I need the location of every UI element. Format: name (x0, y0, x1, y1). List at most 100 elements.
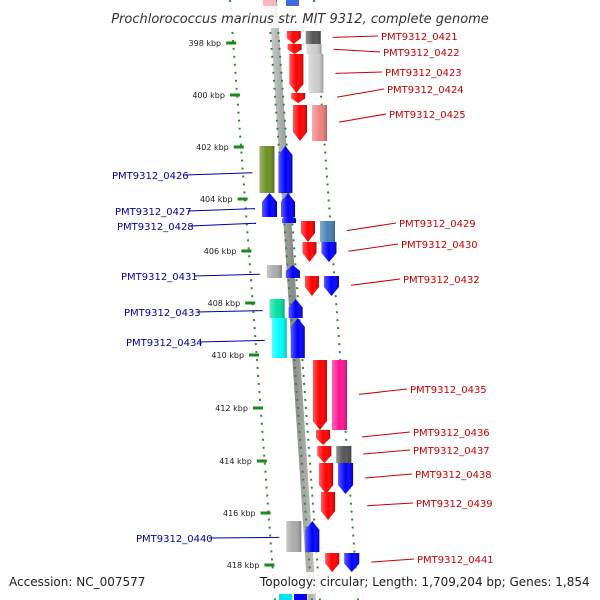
gene-pmt9312_0421[interactable] (286, 31, 321, 44)
gene-features (259, 0, 360, 600)
category-block-shade (306, 44, 322, 54)
gene-label[interactable]: PMT9312_0424 (387, 85, 464, 96)
gene-label[interactable]: PMT9312_0434 (126, 338, 203, 349)
category-block-shade (331, 360, 347, 430)
gene-label[interactable]: PMT9312_0425 (389, 110, 466, 121)
gene-pmt9312_0430[interactable] (302, 242, 337, 262)
leader-line (196, 310, 263, 313)
strand-arrow-shade (317, 446, 332, 463)
strand-arrow-shade (281, 193, 296, 217)
leader-line (333, 48, 381, 53)
gene-label[interactable]: PMT9312_0422 (383, 48, 460, 59)
gene-label[interactable]: PMT9312_0437 (413, 446, 490, 457)
strand-arrow-shade (300, 221, 315, 242)
gene-pmt9312_0437[interactable] (317, 446, 352, 463)
scale-tick-label: 402 kbp (196, 143, 229, 152)
strand-arrow-shade (278, 146, 293, 193)
gene-pmt9312_0429[interactable] (300, 221, 335, 242)
gene-label[interactable]: PMT9312_0436 (413, 428, 490, 439)
gene-pmt9312_0436[interactable] (316, 430, 331, 445)
scale-tick-label: 400 kbp (192, 91, 225, 100)
leader-line (187, 208, 256, 212)
category-block-shade (271, 318, 287, 358)
strand-arrow-shade (321, 492, 336, 520)
leader-line (358, 388, 408, 395)
gene-pmt9312_0438[interactable] (319, 463, 354, 494)
strand-arrow-shade (290, 318, 305, 358)
leader-line (337, 88, 385, 98)
category-block-shade (259, 146, 275, 193)
gene-pmt9312_0423[interactable] (289, 54, 324, 93)
gene-label[interactable]: PMT9312_0438 (415, 470, 492, 481)
gene-fragment (279, 594, 292, 600)
gene-label[interactable]: PMT9312_0427 (115, 207, 192, 218)
gene-pmt9312_0427[interactable] (262, 193, 296, 217)
scale-tick-label: 418 kbp (227, 561, 260, 570)
genome-summary-text: Topology: circular; Length: 1,709,204 bp… (259, 575, 590, 589)
scale-tick-label: 410 kbp (211, 351, 244, 360)
gene-label[interactable]: PMT9312_0441 (417, 555, 494, 566)
strand-arrow-shade (302, 242, 317, 262)
category-block-shade (319, 221, 335, 242)
gene-label[interactable]: PMT9312_0430 (401, 240, 478, 251)
gene-pmt9312_0440[interactable] (286, 521, 320, 552)
scale-tick-label: 412 kbp (215, 404, 248, 413)
strand-arrow-shade (305, 521, 320, 552)
leader-line (348, 243, 399, 252)
gene-fragment (294, 594, 307, 600)
gene-pmt9312_0431[interactable] (266, 265, 300, 278)
leader-line (346, 222, 397, 232)
leader-line (367, 502, 414, 507)
scale-tick-label: 404 kbp (200, 195, 233, 204)
category-block-shade (308, 54, 324, 93)
scale-tick-label: 416 kbp (223, 509, 256, 518)
gene-pmt9312_0428[interactable] (282, 215, 297, 223)
gene-pmt9312_0426[interactable] (259, 146, 293, 193)
category-block-shade (305, 31, 321, 44)
category-block-shade (269, 299, 285, 318)
gene-label[interactable]: PMT9312_0431 (121, 272, 198, 283)
strand-arrow-shade (293, 105, 308, 141)
category-block-shade (262, 193, 278, 217)
gene-labels: PMT9312_0421 PMT9312_0422 PMT9312_0423 PMT9… (112, 32, 494, 566)
leader-line (335, 71, 383, 74)
gene-pmt9312_0434[interactable] (271, 318, 305, 358)
strand-arrow-shade (312, 360, 327, 430)
gene-label[interactable]: PMT9312_0435 (410, 385, 487, 396)
gene-pmt9312_0441[interactable] (325, 553, 360, 572)
leader-line (363, 449, 411, 455)
category-block-shade (266, 265, 282, 278)
gene-pmt9312_0424[interactable] (291, 93, 306, 103)
gene-label[interactable]: PMT9312_0428 (117, 222, 194, 233)
category-block-shade (338, 463, 354, 494)
category-block-shade (323, 276, 339, 296)
strand-arrow-shade (319, 463, 334, 494)
leader-line (198, 339, 265, 343)
gene-fragment (286, 0, 299, 6)
scale-ticks: 398 kbp 400 kbp 402 kbp 404 kbp 406 kbp 408 k… (189, 39, 275, 570)
category-block-shade (286, 521, 302, 552)
gene-label[interactable]: PMT9312_0429 (399, 219, 476, 230)
gene-label[interactable]: PMT9312_0439 (416, 499, 493, 510)
gene-label[interactable]: PMT9312_0421 (381, 32, 458, 43)
gene-pmt9312_0435[interactable] (312, 360, 347, 430)
gene-label[interactable]: PMT9312_0433 (124, 308, 201, 319)
gene-pmt9312_0432[interactable] (304, 276, 339, 296)
leader-line (208, 536, 280, 539)
strand-arrow-shade (316, 430, 331, 445)
gene-fragment (263, 0, 276, 10)
gene-label[interactable]: PMT9312_0432 (403, 275, 480, 286)
gene-pmt9312_0433[interactable] (269, 299, 303, 318)
gene-label[interactable]: PMT9312_0426 (112, 171, 189, 182)
strand-arrow-shade (286, 31, 301, 44)
strand-arrow-shade (289, 54, 304, 93)
scale-tick-label: 414 kbp (219, 457, 252, 466)
gene-pmt9312_0422[interactable] (287, 44, 322, 54)
gene-label[interactable]: PMT9312_0423 (385, 68, 462, 79)
gene-pmt9312_0439[interactable] (321, 492, 336, 520)
category-block-shade (336, 446, 352, 463)
gene-label[interactable]: PMT9312_0440 (136, 534, 213, 545)
gene-pmt9312_0425[interactable] (293, 105, 328, 141)
leader-line (365, 473, 413, 479)
